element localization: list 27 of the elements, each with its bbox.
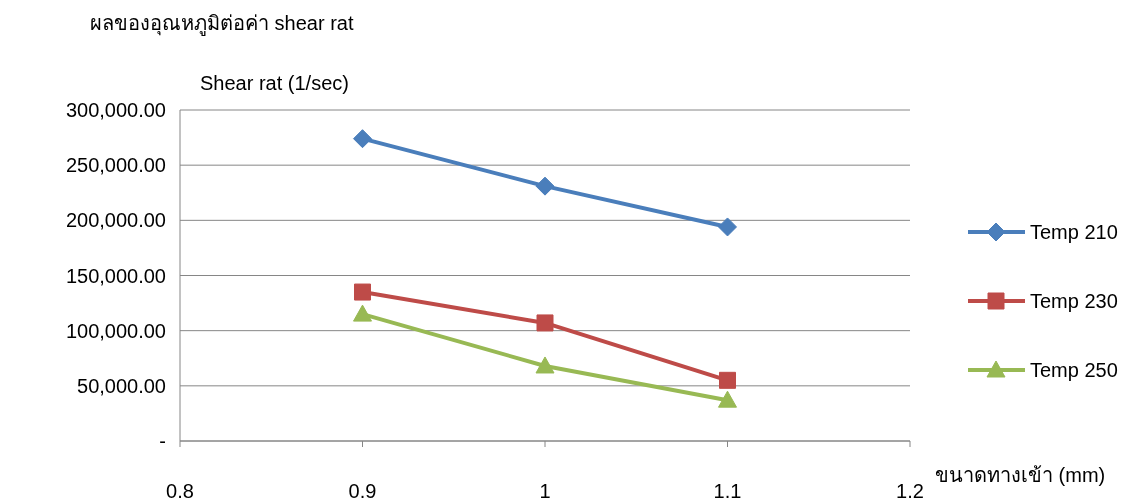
point — [354, 283, 371, 301]
x-tick-label: 0.9 — [348, 480, 377, 502]
x-tick-label: 0.8 — [166, 480, 194, 502]
y-tick-label: 300,000.00 — [65, 99, 166, 121]
y-tick-label: - — [159, 430, 166, 452]
x-axis-title: ขนาดทางเข้า (mm) — [935, 464, 1106, 486]
point — [353, 304, 372, 322]
y-tick-label: 50,000.00 — [77, 374, 166, 397]
legend-label: Temp 230 — [1030, 290, 1118, 312]
y-axis-title: Shear rat (1/sec) — [200, 72, 349, 94]
point — [719, 371, 736, 389]
legend-label: Temp 210 — [1030, 221, 1118, 243]
point — [718, 390, 737, 408]
x-tick-label: 1 — [539, 480, 551, 502]
point — [353, 129, 372, 149]
y-tick-label: 250,000.00 — [65, 154, 166, 177]
chart-title: ผลของอุณหภูมิต่อค่า shear rat — [90, 12, 354, 36]
point — [535, 176, 555, 196]
point — [535, 356, 555, 374]
x-tick-label: 1.2 — [896, 480, 924, 502]
y-tick-label: 200,000.00 — [65, 209, 166, 232]
point — [718, 217, 737, 237]
point — [536, 314, 554, 332]
legend-label: Temp 250 — [1030, 359, 1118, 381]
y-tick-label: 150,000.00 — [65, 264, 166, 287]
x-tick-label: 1.1 — [713, 480, 742, 502]
y-tick-label: 100,000.00 — [65, 319, 166, 342]
